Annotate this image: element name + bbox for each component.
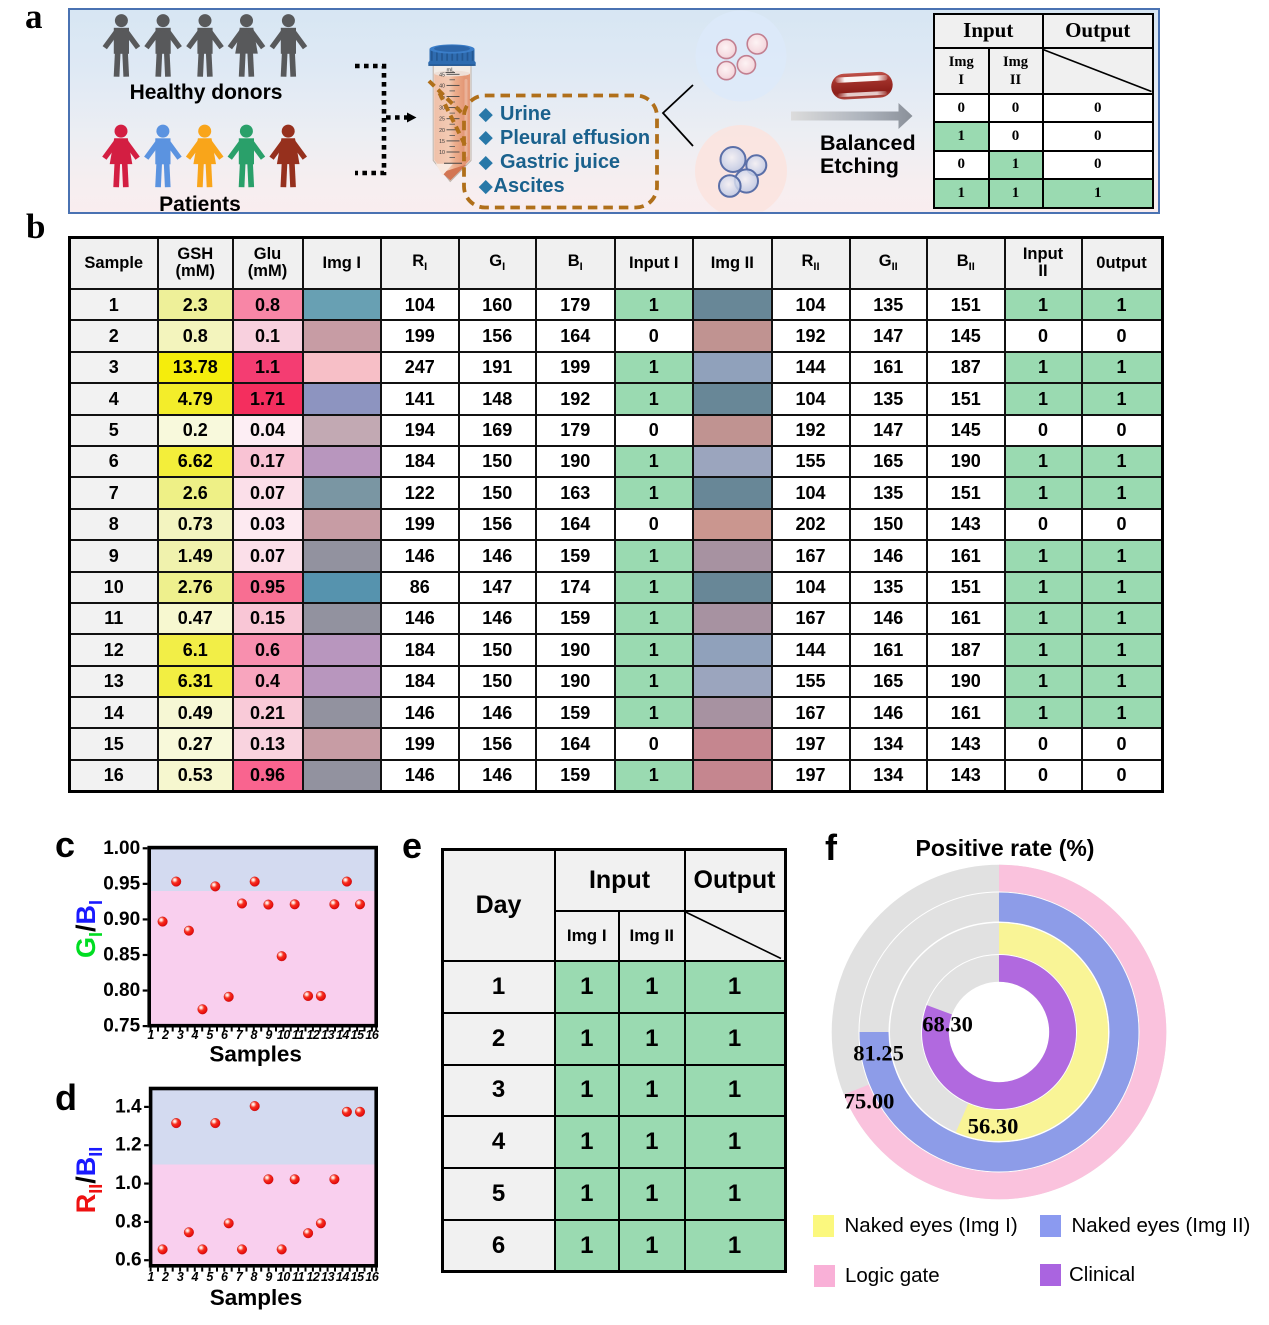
svg-text:12: 12	[306, 1028, 320, 1042]
svg-text:14: 14	[336, 1028, 350, 1042]
svg-text:Positive rate (%): Positive rate (%)	[916, 835, 1095, 861]
svg-text:5: 5	[206, 1028, 214, 1042]
svg-text:GI/BI: GI/BI	[71, 900, 106, 958]
svg-text:13: 13	[321, 1028, 335, 1042]
svg-text:6: 6	[221, 1270, 229, 1284]
svg-text:1.00: 1.00	[103, 838, 140, 859]
svg-text:81.25: 81.25	[853, 1041, 904, 1066]
svg-text:3: 3	[177, 1028, 184, 1042]
svg-text:56.30: 56.30	[968, 1114, 1019, 1139]
svg-text:10: 10	[277, 1270, 291, 1284]
svg-text:10: 10	[277, 1028, 291, 1042]
svg-text:8: 8	[251, 1270, 258, 1284]
svg-text:1.0: 1.0	[115, 1173, 141, 1194]
svg-text:0.85: 0.85	[103, 944, 140, 965]
svg-text:4: 4	[191, 1270, 199, 1284]
svg-text:15: 15	[351, 1270, 366, 1284]
svg-text:3: 3	[177, 1270, 184, 1284]
svg-text:0.8: 0.8	[115, 1211, 141, 1232]
svg-text:0.6: 0.6	[115, 1250, 141, 1271]
svg-text:13: 13	[321, 1270, 335, 1284]
svg-text:68.30: 68.30	[922, 1012, 973, 1037]
svg-text:11: 11	[292, 1028, 305, 1042]
svg-text:0.80: 0.80	[103, 980, 140, 1001]
svg-text:1.2: 1.2	[115, 1135, 141, 1156]
svg-text:4: 4	[191, 1028, 199, 1042]
svg-text:9: 9	[265, 1028, 272, 1042]
svg-text:1: 1	[147, 1270, 154, 1284]
svg-text:16: 16	[365, 1028, 380, 1042]
svg-text:15: 15	[351, 1028, 366, 1042]
svg-text:8: 8	[251, 1028, 258, 1042]
svg-text:2: 2	[161, 1270, 169, 1284]
svg-text:1.4: 1.4	[115, 1096, 142, 1117]
svg-text:0.95: 0.95	[103, 873, 140, 894]
svg-text:14: 14	[336, 1270, 350, 1284]
svg-text:7: 7	[236, 1270, 244, 1284]
svg-text:9: 9	[265, 1270, 272, 1284]
svg-text:12: 12	[306, 1270, 320, 1284]
svg-text:2: 2	[161, 1028, 169, 1042]
svg-text:11: 11	[292, 1270, 305, 1284]
svg-text:75.00: 75.00	[844, 1089, 895, 1114]
svg-text:6: 6	[221, 1028, 229, 1042]
svg-text:RII/BII: RII/BII	[71, 1147, 106, 1214]
svg-text:0.90: 0.90	[103, 909, 140, 930]
svg-text:Samples: Samples	[209, 1041, 302, 1066]
svg-text:5: 5	[206, 1270, 214, 1284]
svg-text:Samples: Samples	[210, 1285, 303, 1310]
svg-text:16: 16	[365, 1270, 380, 1284]
svg-text:7: 7	[236, 1028, 244, 1042]
svg-text:1: 1	[147, 1028, 154, 1042]
svg-text:0.75: 0.75	[103, 1016, 140, 1037]
